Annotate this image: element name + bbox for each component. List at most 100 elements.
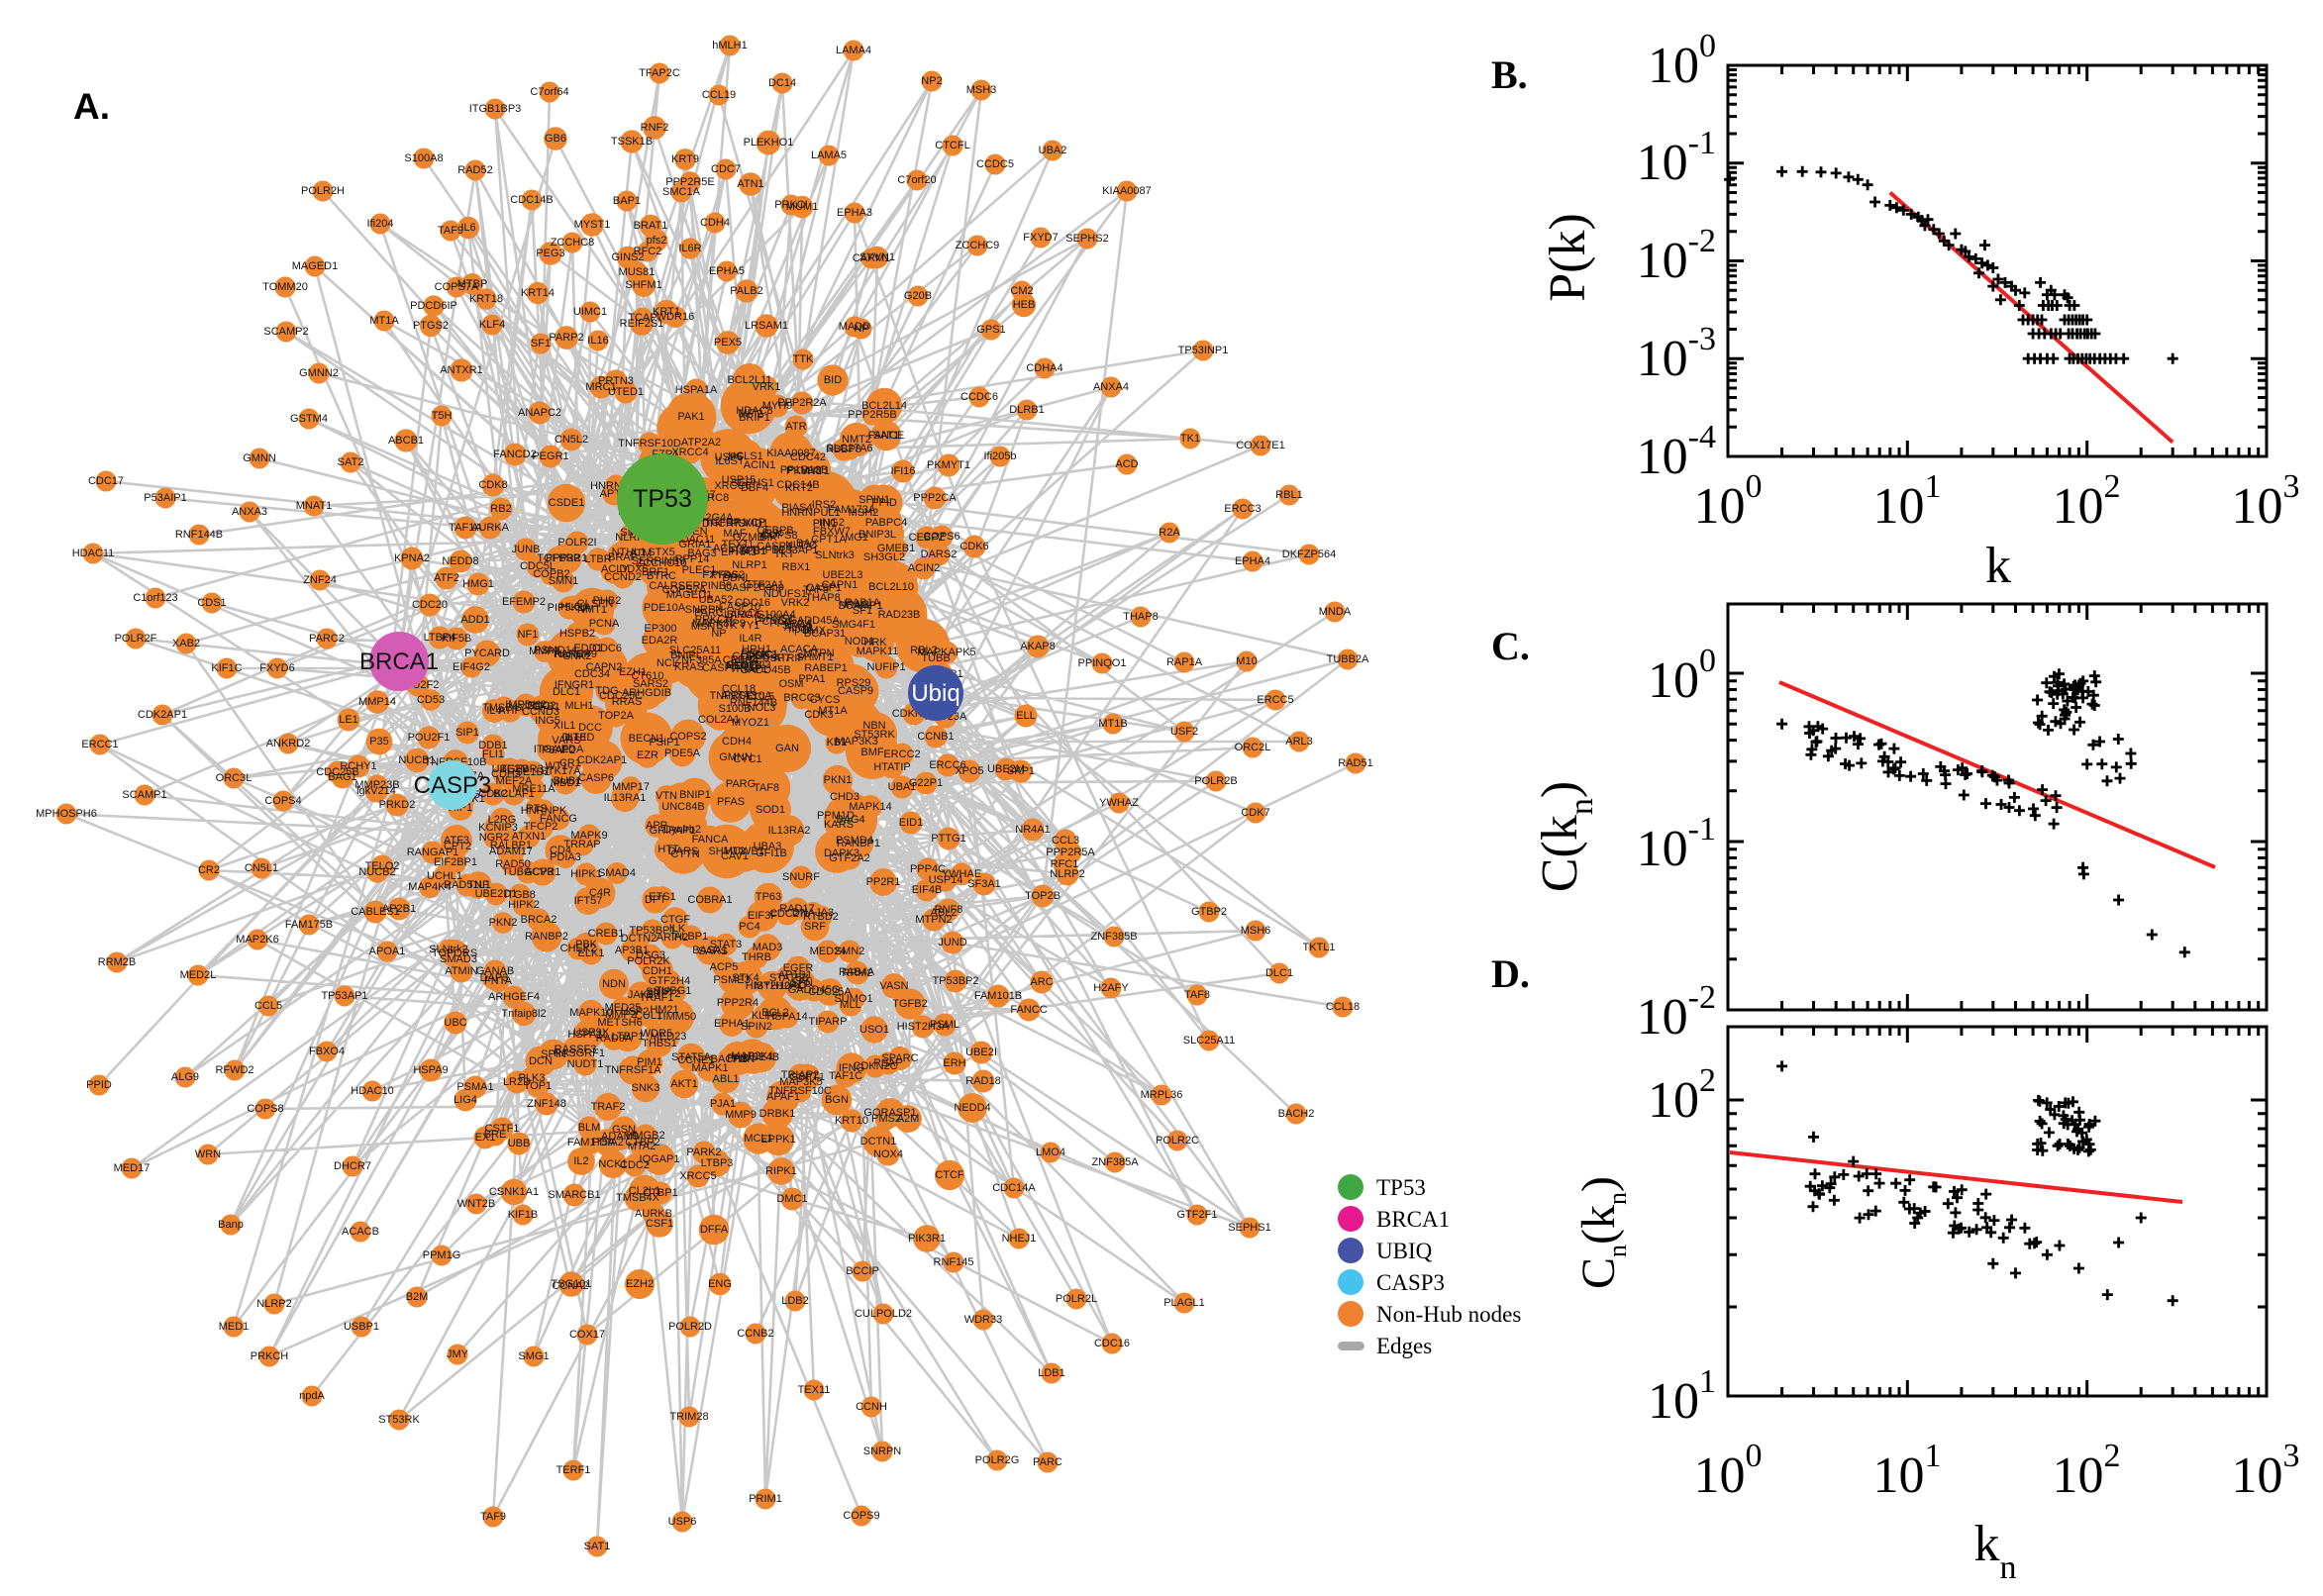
svg-text:CEBPA: CEBPA: [723, 654, 759, 666]
svg-text:npdA: npdA: [788, 624, 814, 636]
svg-text:DLC1: DLC1: [553, 686, 580, 698]
svg-text:ERCC5: ERCC5: [1257, 694, 1293, 706]
svg-text:CCL3: CCL3: [1052, 835, 1079, 847]
svg-text:SMG4F1: SMG4F1: [832, 619, 875, 631]
svg-text:TMSB4X: TMSB4X: [616, 1192, 660, 1204]
svg-text:SDC2: SDC2: [527, 700, 556, 712]
svg-text:CD53: CD53: [417, 694, 445, 706]
svg-text:BNIP1: BNIP1: [679, 789, 711, 801]
svg-text:SEPHS2: SEPHS2: [1065, 233, 1108, 245]
svg-text:TUBGCP3: TUBGCP3: [502, 866, 554, 878]
svg-text:MAGED1: MAGED1: [292, 260, 338, 272]
svg-text:SMN1: SMN1: [549, 575, 579, 587]
svg-text:SE1D1: SE1D1: [516, 766, 551, 778]
svg-text:RANBP9: RANBP9: [554, 648, 597, 660]
svg-text:POLR2K: POLR2K: [627, 955, 670, 967]
svg-text:MBD1: MBD1: [551, 777, 581, 789]
svg-text:RTBD2: RTBD2: [803, 911, 839, 923]
svg-text:PLEKHO1: PLEKHO1: [744, 137, 794, 149]
svg-text:MED24: MED24: [810, 946, 847, 957]
svg-text:POU2F1: POU2F1: [408, 732, 451, 744]
svg-text:PZP: PZP: [789, 979, 810, 991]
svg-text:MMP23B: MMP23B: [354, 779, 399, 791]
svg-text:CDK2AP1: CDK2AP1: [138, 709, 187, 721]
svg-text:IFNG: IFNG: [839, 1062, 864, 1074]
svg-text:PIM1: PIM1: [637, 1056, 662, 1068]
svg-text:DCN: DCN: [529, 1055, 553, 1067]
svg-text:BCLAF1: BCLAF1: [493, 788, 535, 800]
svg-text:SF1: SF1: [853, 605, 872, 617]
svg-text:EFEMP2: EFEMP2: [502, 596, 546, 608]
svg-text:ATXN1: ATXN1: [512, 831, 547, 843]
svg-text:EIF2BP1: EIF2BP1: [434, 856, 477, 868]
svg-text:OSM: OSM: [778, 678, 803, 690]
svg-text:RRM2: RRM2: [842, 967, 872, 979]
svg-text:BRIP1: BRIP1: [739, 412, 770, 424]
svg-text:KIF1B: KIF1B: [508, 1209, 539, 1221]
svg-text:DHCR7: DHCR7: [702, 518, 740, 530]
svg-text:MAPK14: MAPK14: [849, 801, 891, 813]
svg-text:RASGRF1: RASGRF1: [554, 1047, 605, 1059]
svg-text:NLRP2: NLRP2: [1050, 868, 1084, 880]
svg-text:CDC42: CDC42: [790, 451, 826, 463]
svg-text:NRAS: NRAS: [839, 599, 869, 611]
svg-text:TFAP2C: TFAP2C: [639, 67, 680, 79]
svg-text:STK4: STK4: [732, 972, 759, 984]
svg-text:FANCA: FANCA: [692, 834, 729, 846]
svg-text:BACH2: BACH2: [1278, 1108, 1315, 1120]
svg-text:LDB2: LDB2: [781, 1295, 809, 1307]
svg-text:RFC1: RFC1: [1051, 858, 1079, 870]
svg-text:ITGB1BP3: ITGB1BP3: [469, 103, 522, 115]
svg-text:MMP17: MMP17: [612, 781, 650, 793]
svg-text:KRT2: KRT2: [785, 482, 813, 494]
svg-text:COPS7A: COPS7A: [662, 584, 707, 596]
svg-text:UBE2D1: UBE2D1: [475, 888, 518, 900]
svg-text:DCTN1: DCTN1: [860, 1136, 897, 1147]
svg-text:ETS1: ETS1: [649, 891, 676, 903]
svg-text:AP2B1: AP2B1: [382, 903, 416, 915]
svg-text:TEX11: TEX11: [722, 539, 755, 550]
svg-text:FLI1: FLI1: [482, 748, 504, 760]
svg-text:LAMA5: LAMA5: [811, 150, 847, 161]
svg-text:NEO1: NEO1: [726, 660, 756, 672]
svg-text:CCNE1: CCNE1: [677, 1054, 714, 1066]
svg-text:PIN1: PIN1: [813, 518, 837, 530]
svg-text:ARC: ARC: [1030, 976, 1053, 988]
svg-text:EDA: EDA: [561, 744, 584, 755]
svg-text:LE1: LE1: [339, 714, 358, 726]
svg-text:GSPT1: GSPT1: [789, 1071, 825, 1083]
svg-text:TRIM28: TRIM28: [669, 1411, 708, 1423]
svg-text:PPID: PPID: [86, 1079, 112, 1091]
svg-text:MTPN2: MTPN2: [915, 914, 952, 926]
svg-text:C4R: C4R: [589, 887, 611, 899]
svg-text:ACLY: ACLY: [601, 563, 630, 575]
svg-text:TAF1C: TAF1C: [829, 1070, 862, 1082]
svg-text:IRS2: IRS2: [812, 499, 836, 511]
svg-text:POLR2C: POLR2C: [1156, 1135, 1199, 1147]
svg-text:RAB1A: RAB1A: [845, 597, 881, 609]
svg-text:KPNA2: KPNA2: [394, 552, 430, 564]
svg-text:HDAC11: HDAC11: [72, 548, 115, 559]
svg-text:JUND: JUND: [938, 937, 966, 948]
svg-text:MAF: MAF: [723, 528, 747, 540]
svg-text:LTBP3: LTBP3: [701, 1157, 734, 1169]
svg-text:k: k: [1985, 538, 2011, 594]
svg-text:IL2: IL2: [573, 1155, 588, 1167]
svg-text:ATMIN: ATMIN: [445, 965, 477, 977]
svg-text:CDH3: CDH3: [491, 768, 521, 780]
svg-text:SF3A1: SF3A1: [967, 878, 1001, 890]
svg-text:ST53RK: ST53RK: [854, 729, 895, 741]
svg-text:KIAA0087: KIAA0087: [766, 448, 816, 459]
svg-text:BRE: BRE: [484, 1129, 507, 1141]
svg-text:RAD17: RAD17: [779, 903, 814, 915]
svg-text:HTT: HTT: [657, 844, 679, 855]
svg-text:COPS8: COPS8: [247, 1103, 283, 1115]
svg-text:DCC: DCC: [578, 722, 602, 734]
svg-text:XAB2: XAB2: [172, 638, 200, 649]
svg-text:LMO4: LMO4: [1036, 1147, 1065, 1158]
svg-text:D.: D.: [1491, 951, 1530, 996]
svg-text:CDC34: CDC34: [574, 668, 610, 680]
svg-text:103: 103: [2232, 1438, 2300, 1504]
svg-text:ERH: ERH: [943, 1057, 965, 1069]
svg-text:PLEC1: PLEC1: [682, 564, 717, 576]
